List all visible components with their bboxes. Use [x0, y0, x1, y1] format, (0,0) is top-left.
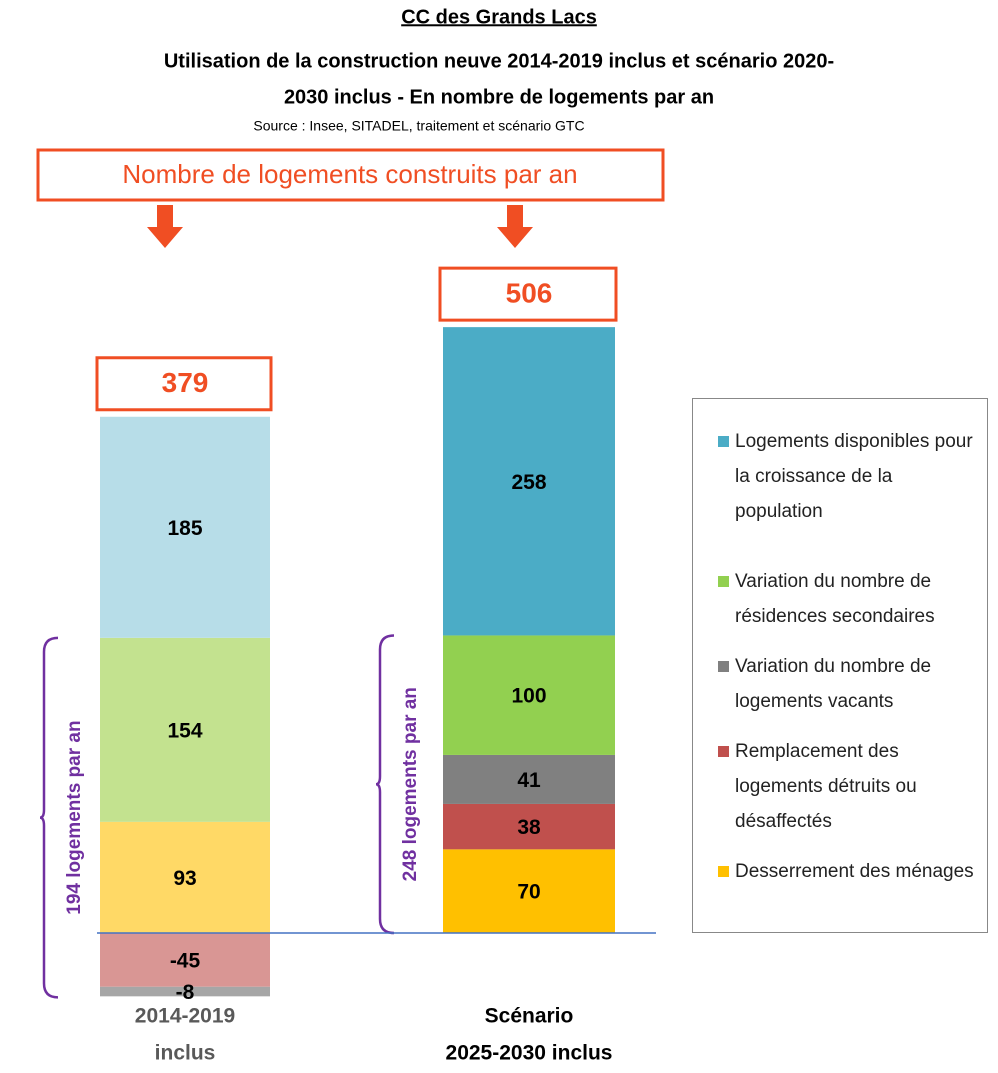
legend-swatch [718, 576, 729, 587]
legend-label: Variation du nombre de résidences second… [735, 571, 935, 627]
legend-item: Variation du nombre de logements vacants [718, 649, 983, 719]
bar-segment [100, 821, 270, 933]
data-label: 258 [511, 471, 546, 494]
bar-segment [443, 635, 615, 755]
bracket [39, 636, 59, 999]
data-label: 41 [517, 769, 541, 792]
bar-segment [443, 803, 615, 850]
bar-segment [100, 933, 270, 987]
total-box [95, 356, 273, 412]
legend-label: Remplacement des logements détruits ou d… [735, 741, 917, 832]
total-label: 379 [162, 367, 209, 398]
bar-segment [443, 754, 615, 804]
legend-item: Desserrement des ménages [718, 854, 983, 889]
legend-label: Desserrement des ménages [735, 861, 974, 882]
data-label: -45 [170, 949, 201, 972]
bar-segment [443, 327, 615, 636]
bracket [375, 634, 395, 935]
data-label: 100 [511, 685, 546, 708]
chart-title-top: CC des Grands Lacs [401, 6, 597, 28]
data-label: 38 [517, 816, 541, 839]
legend-item: Remplacement des logements détruits ou d… [718, 734, 983, 839]
chart-title: Utilisation de la construction neuve 201… [164, 50, 834, 72]
x-tick-label: 2025-2030 inclus [446, 1042, 613, 1065]
arrow [147, 205, 183, 248]
x-tick-label: Scénario [485, 1005, 574, 1028]
bar-segment [100, 637, 270, 822]
bar-segment [100, 986, 270, 997]
chart-subtitle: Source : Insee, SITADEL, traitement et s… [253, 118, 584, 134]
legend-swatch [718, 746, 729, 757]
legend-swatch [718, 436, 729, 447]
bar-segment [100, 416, 270, 638]
total-label: 506 [506, 278, 553, 309]
legend-item: Logements disponibles pour la croissance… [718, 424, 983, 529]
data-label: 185 [167, 517, 202, 540]
total-box [438, 266, 618, 322]
data-label: -8 [176, 981, 195, 1004]
legend-item: Variation du nombre de résidences second… [718, 564, 983, 634]
legend-label: Logements disponibles pour la croissance… [735, 431, 973, 522]
legend: Logements disponibles pour la croissance… [692, 398, 988, 933]
bracket-label: 194 logements par an [64, 720, 85, 914]
data-label: 154 [167, 719, 202, 742]
legend-swatch [718, 661, 729, 672]
x-tick-label: 2014-2019 [135, 1005, 235, 1028]
data-label: 93 [173, 867, 196, 890]
header-text: Nombre de logements construits par an [122, 159, 577, 189]
arrow [497, 205, 533, 248]
chart-title: 2030 inclus - En nombre de logements par… [284, 86, 714, 108]
bracket-label: 248 logements par an [400, 687, 421, 881]
x-tick-label: inclus [155, 1042, 216, 1065]
data-label: 70 [517, 881, 540, 904]
legend-swatch [718, 866, 729, 877]
header-box [36, 148, 665, 202]
legend-label: Variation du nombre de logements vacants [735, 656, 932, 712]
bar-segment [443, 849, 615, 933]
